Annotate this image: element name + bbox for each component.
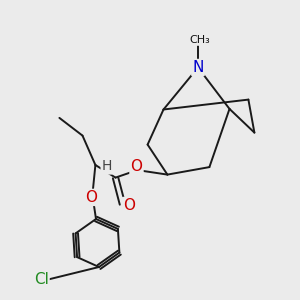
Text: O: O	[85, 190, 97, 205]
Text: CH₃: CH₃	[189, 35, 210, 45]
Text: O: O	[130, 159, 142, 174]
Text: Cl: Cl	[34, 272, 49, 286]
Text: O: O	[123, 198, 135, 213]
Text: H: H	[102, 160, 112, 173]
Text: N: N	[192, 60, 204, 75]
